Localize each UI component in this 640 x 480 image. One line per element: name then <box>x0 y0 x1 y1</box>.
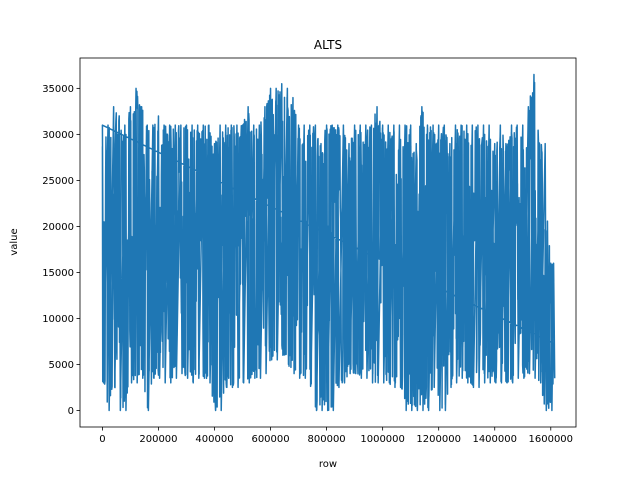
x-tick-label: 1200000 <box>416 434 461 445</box>
x-axis-title: row <box>319 459 337 470</box>
x-tick-label: 400000 <box>195 434 233 445</box>
y-tick-label: 0 <box>68 406 74 417</box>
y-axis: 0 5000 10000 15000 20000 25000 30000 35000 <box>42 84 80 417</box>
x-tick-label: 600000 <box>251 434 289 445</box>
y-tick-label: 20000 <box>42 222 74 233</box>
x-tick-label: 1400000 <box>472 434 517 445</box>
x-tick-label: 800000 <box>308 434 346 445</box>
x-tick-label: 0 <box>99 434 105 445</box>
y-tick-label: 15000 <box>42 268 74 279</box>
y-tick-label: 10000 <box>42 314 74 325</box>
y-tick-label: 25000 <box>42 176 74 187</box>
y-tick-label: 35000 <box>42 84 74 95</box>
plot-frame <box>79 57 577 428</box>
series-line <box>101 73 556 412</box>
x-tick-label: 1000000 <box>360 434 405 445</box>
y-axis-title: value <box>9 228 20 255</box>
chart-title: ALTS <box>314 38 342 52</box>
x-axis: 0 200000 400000 600000 800000 1000000 1200000 1… <box>99 427 573 445</box>
plot-area <box>101 73 556 412</box>
x-tick-label: 1600000 <box>529 434 574 445</box>
y-tick-label: 5000 <box>49 360 74 371</box>
y-tick-label: 30000 <box>42 130 74 141</box>
x-tick-label: 200000 <box>139 434 177 445</box>
